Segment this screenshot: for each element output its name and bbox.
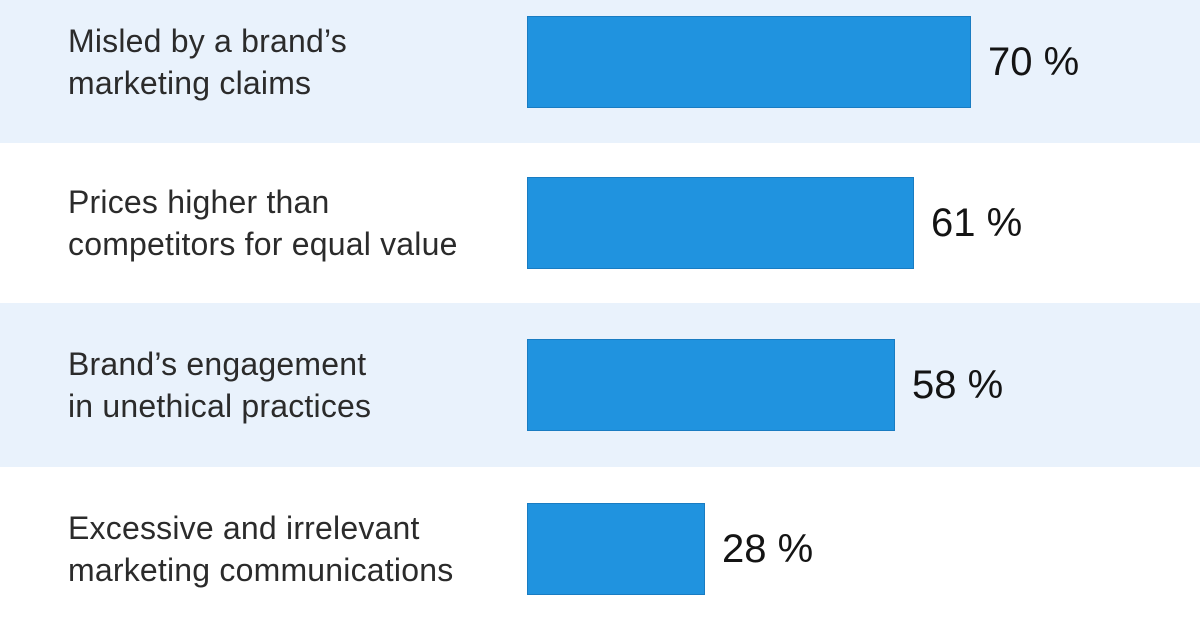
chart-row: Brand’s engagement in unethical practices… <box>0 303 1200 467</box>
bar-area: 58 % <box>527 339 1200 431</box>
value-label: 58 % <box>912 363 1004 407</box>
category-label: Excessive and irrelevant marketing commun… <box>68 509 454 588</box>
value-bar <box>527 502 705 595</box>
category-label: Prices higher than competitors for equal … <box>68 184 458 262</box>
value-bar <box>527 339 895 431</box>
bar-area: 61 % <box>527 177 1200 269</box>
chart-row: Prices higher than competitors for equal … <box>0 143 1200 303</box>
value-label: 28 % <box>722 526 814 571</box>
bar-area: 70 % <box>527 15 1200 108</box>
value-bar <box>527 177 914 269</box>
chart-row: Misled by a brand’s marketing claims 70 % <box>0 0 1200 143</box>
value-label: 61 % <box>931 201 1023 245</box>
chart-row: Excessive and irrelevant marketing commun… <box>0 467 1200 630</box>
value-bar <box>527 15 971 108</box>
value-label: 70 % <box>988 39 1080 84</box>
bar-area: 28 % <box>527 502 1200 595</box>
category-label: Brand’s engagement in unethical practices <box>68 346 372 424</box>
category-label: Misled by a brand’s marketing claims <box>68 22 347 101</box>
